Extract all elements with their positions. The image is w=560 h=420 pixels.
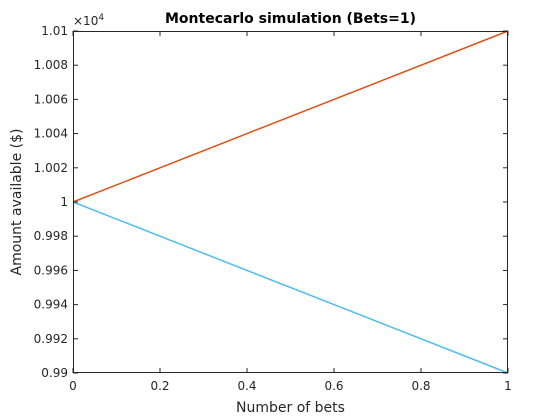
y-tick-label: 1.006 (34, 92, 68, 106)
y-tick-label: 1 (60, 195, 68, 209)
x-tick-label: 0.2 (150, 379, 169, 393)
plot-area: 0 0.2 0.4 0.6 0.8 1 0.99 0.992 0.994 0.996 0.998 1… (34, 24, 512, 393)
x-tick-label: 1 (504, 379, 512, 393)
x-tick-label: 0.6 (324, 379, 343, 393)
y-tick-label: 0.99 (41, 366, 68, 380)
series-layer (72, 30, 509, 374)
plot-background (73, 31, 508, 373)
y-axis-ticks: 0.99 0.992 0.994 0.996 0.998 1 1.002 1.004 1.006… (34, 24, 508, 380)
y-tick-label: 0.996 (34, 263, 68, 277)
y-axis-multiplier-exponent: 4 (98, 13, 104, 23)
y-axis-multiplier: ×104 (73, 13, 104, 28)
y-tick-label: 1.008 (34, 58, 68, 72)
y-tick-label: 1.004 (34, 127, 68, 141)
y-tick-label: 1.002 (34, 161, 68, 175)
series-line-2 (72, 201, 509, 374)
chart-title: Montecarlo simulation (Bets=1) (165, 11, 416, 27)
y-axis-label: Amount available ($) (9, 129, 25, 276)
x-axis-ticks: 0 0.2 0.4 0.6 0.8 1 (69, 31, 512, 393)
y-axis-multiplier-base: ×10 (73, 14, 98, 28)
series-line-1 (72, 30, 509, 203)
y-tick-label: 1.01 (41, 24, 68, 38)
y-tick-label: 0.992 (34, 332, 68, 346)
x-axis-label: Number of bets (236, 400, 345, 416)
y-tick-label: 0.994 (34, 298, 68, 312)
x-tick-label: 0.8 (411, 379, 430, 393)
y-tick-label: 0.998 (34, 229, 68, 243)
x-tick-label: 0 (69, 379, 77, 393)
x-tick-label: 0.4 (237, 379, 256, 393)
